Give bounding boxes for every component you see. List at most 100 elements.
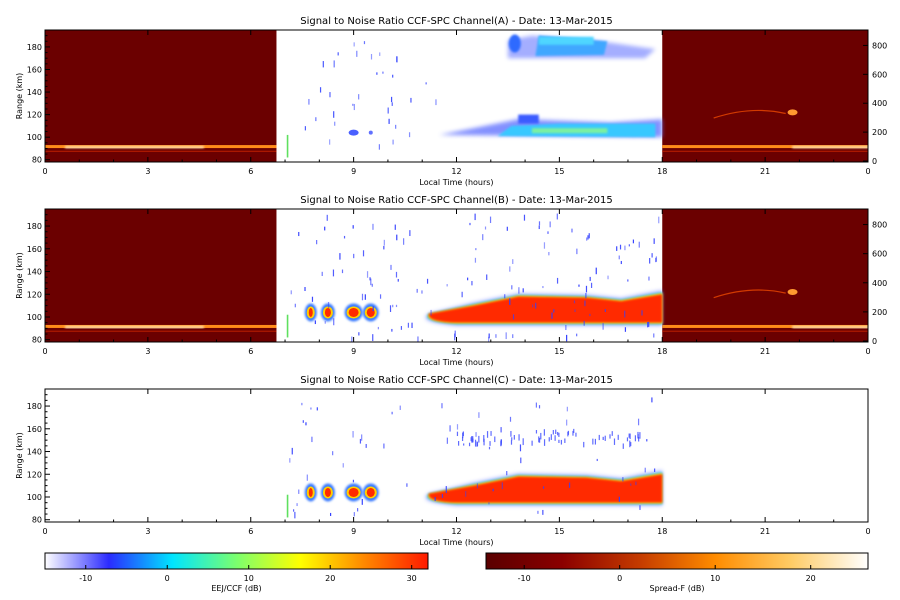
panel-c-upper-echo-dot (594, 438, 596, 445)
panel-b-rtick-label: 0 (872, 337, 877, 346)
panel-a-ytick-label: 140 (27, 88, 42, 97)
panel-c-upper-echo-dot (494, 436, 496, 443)
panel-a-echo-dot (382, 71, 384, 74)
panel-c-echo-dot (361, 434, 363, 441)
panel-c-echo-dot (302, 420, 304, 423)
panel-b-echo-dot (488, 336, 490, 342)
panel-c-echo-dot (306, 474, 308, 481)
panel-b-spreadf-stripe-low (662, 330, 868, 332)
panel-a-eej-green (531, 128, 608, 134)
panel-a-spreadf-stripe (662, 145, 868, 149)
panel-c-upper-echo-dot (604, 435, 606, 441)
panel-c-echo-dot (566, 419, 568, 426)
panel-c-upper-echo-dot (490, 431, 492, 436)
panel-c-upper-echo-dot (456, 431, 459, 437)
panel-a-eej-hump (518, 114, 539, 124)
panel-a-start-marker (286, 134, 289, 158)
panel-b-echo-dot (518, 287, 520, 294)
panel-c-xtick-label: 0 (42, 527, 47, 536)
panel-b-echo-dot (394, 224, 396, 230)
panel-b-echo-dot (604, 309, 606, 313)
panel-b-echo-dot (585, 292, 587, 299)
panel-c-start-marker (286, 494, 289, 518)
panel-c-echo-dot (365, 443, 367, 448)
panel-b-echo-dot (392, 304, 394, 308)
panel-a-echo-dot (395, 124, 397, 129)
panel-b-ytick-label: 120 (27, 290, 42, 299)
panel-b-echo-dot (649, 258, 651, 264)
panel-c-xlabel: Local Time (hours) (419, 538, 493, 547)
panel-c-echo-dot (519, 444, 522, 452)
panel-a-echo-dot (315, 117, 317, 122)
panel-c-upper-echo-dot (572, 430, 574, 436)
panel-b-echo-dot (372, 306, 374, 312)
panel-a-ylabel: Range (km) (15, 73, 24, 120)
panel-b-echo-dot (377, 326, 379, 330)
panel-b-echo-dot (512, 259, 514, 264)
panel-b-spreadf-stripe-low (45, 330, 277, 332)
panel-c-upper-echo-dot (483, 435, 485, 442)
panel-c-echo-dot (463, 443, 465, 446)
panel-a-xtick-label: 12 (451, 167, 461, 176)
panel-c-echo-dot (441, 403, 443, 409)
colorbar-1-tick-label: 30 (407, 574, 417, 583)
panel-b-echo-dot (574, 309, 576, 313)
panel-b-xtick-label: 18 (657, 347, 667, 356)
panel-b-echo-dot (366, 271, 369, 278)
panel-c-xtick-label: 12 (451, 527, 461, 536)
panel-c-upper-echo-dot (637, 431, 639, 438)
panel-b-xtick-label: 6 (248, 347, 253, 356)
panel-c-xtick-label: 15 (554, 527, 564, 536)
colorbar-2 (485, 552, 869, 570)
panel-a-echo-dot (353, 42, 355, 47)
panel-b-echo-dot (576, 333, 578, 337)
panel-b-echo-dot (505, 332, 507, 340)
panel-c-upper-echo-dot (470, 437, 472, 442)
panel-a-title: Signal to Noise Ratio CCF-SPC Channel(A)… (300, 16, 612, 27)
panel-c-upper-echo-dot (468, 442, 471, 447)
panel-c-echo-dot (301, 402, 303, 406)
panel-b-echo-dot (396, 234, 398, 241)
panel-a-echo-dot (378, 144, 380, 150)
panel-c-echo-dot (353, 512, 355, 517)
panel-a-echo-blob (368, 130, 373, 135)
panel-c-echo-dot (359, 438, 362, 444)
panel-c-echo-dot (449, 425, 451, 432)
panel-a-echo-dot (358, 94, 360, 100)
panel-b-echo-dot (624, 245, 626, 251)
panel-b-echo-dot (351, 336, 353, 342)
panel-b-echo-blob-core (324, 307, 331, 317)
colorbar-1-tick-label: 0 (165, 574, 170, 583)
panel-b-echo-dot (512, 334, 514, 339)
panel-c-echo-dot (535, 402, 537, 408)
panel-c-echo-dot (406, 483, 408, 487)
panel-b-echo-dot (543, 242, 546, 249)
panel-a-ytick-label: 160 (27, 65, 42, 74)
panel-b-echo-dot (391, 328, 393, 332)
panel-a-echo-blob (348, 129, 359, 136)
panel-c-eej-core (428, 474, 663, 503)
panel-c-upper-echo-dot (518, 434, 520, 441)
panel-a-echo-dot (408, 132, 411, 138)
panel-b-echo-dot (383, 245, 385, 250)
panel-b-echo-dot (590, 282, 593, 288)
panel-c-upper-echo-dot (550, 434, 552, 440)
panel-b-echo-dot (314, 320, 316, 325)
panel-b-echo-dot (411, 322, 413, 329)
panel-b-echo-dot (595, 267, 597, 275)
panel-a-plot-area (45, 30, 868, 162)
panel-b-echo-dot (658, 216, 660, 224)
panel-b-echo-dot (430, 309, 432, 316)
panel-c-upper-echo-dot (543, 439, 546, 446)
panel-c-upper-echo-dot (540, 432, 542, 440)
panel-a-echo-dot (319, 87, 322, 93)
panel-b-echo-dot (607, 275, 609, 280)
panel-c-upper-echo-dot (554, 435, 556, 441)
panel-c-xtick-label: 18 (657, 527, 667, 536)
panel-b-echo-dot (653, 333, 655, 338)
panel-c-ylabel: Range (km) (15, 432, 24, 479)
panel-a-echo-dot (387, 107, 389, 114)
panel-b-echo-dot (379, 294, 382, 299)
panel-c-echo-dot (289, 458, 291, 463)
panel-b-echo-dot (556, 277, 559, 284)
